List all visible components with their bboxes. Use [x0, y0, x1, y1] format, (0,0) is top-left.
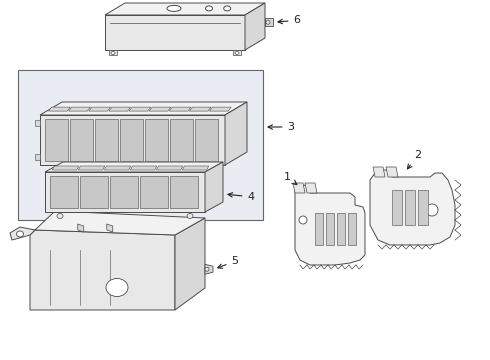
- Polygon shape: [392, 190, 402, 225]
- Polygon shape: [145, 119, 168, 161]
- Polygon shape: [105, 3, 265, 15]
- Ellipse shape: [106, 279, 128, 297]
- Text: 5: 5: [218, 256, 239, 268]
- Polygon shape: [78, 224, 84, 232]
- Polygon shape: [305, 183, 317, 193]
- Polygon shape: [293, 183, 305, 193]
- Ellipse shape: [224, 6, 231, 11]
- Polygon shape: [140, 176, 168, 208]
- Text: 2: 2: [408, 150, 421, 169]
- Polygon shape: [89, 107, 110, 111]
- Polygon shape: [326, 213, 334, 245]
- Polygon shape: [35, 120, 40, 126]
- Polygon shape: [189, 107, 211, 111]
- Polygon shape: [35, 154, 40, 160]
- Polygon shape: [18, 70, 263, 220]
- Text: 1: 1: [284, 172, 297, 185]
- Ellipse shape: [426, 204, 438, 216]
- Polygon shape: [210, 107, 231, 111]
- Text: 4: 4: [228, 192, 255, 202]
- Polygon shape: [175, 218, 205, 310]
- Polygon shape: [405, 190, 415, 225]
- Polygon shape: [169, 107, 191, 111]
- Polygon shape: [40, 115, 225, 165]
- Text: 6: 6: [278, 15, 300, 25]
- Polygon shape: [10, 227, 35, 240]
- Ellipse shape: [111, 51, 115, 54]
- Polygon shape: [337, 213, 345, 245]
- Polygon shape: [130, 166, 157, 170]
- Polygon shape: [156, 166, 183, 170]
- Polygon shape: [35, 211, 205, 235]
- Ellipse shape: [205, 6, 213, 11]
- Polygon shape: [50, 176, 78, 208]
- Ellipse shape: [235, 51, 239, 54]
- Polygon shape: [80, 176, 108, 208]
- Polygon shape: [205, 264, 213, 274]
- Ellipse shape: [266, 20, 270, 24]
- Polygon shape: [105, 15, 245, 50]
- Polygon shape: [45, 162, 223, 172]
- Polygon shape: [295, 185, 365, 265]
- Polygon shape: [418, 190, 428, 225]
- Polygon shape: [109, 107, 131, 111]
- Polygon shape: [45, 172, 205, 212]
- Polygon shape: [95, 119, 118, 161]
- Polygon shape: [205, 162, 223, 212]
- Polygon shape: [245, 3, 265, 50]
- Polygon shape: [120, 119, 143, 161]
- Ellipse shape: [57, 213, 63, 219]
- Polygon shape: [30, 230, 175, 310]
- Polygon shape: [373, 167, 385, 177]
- Polygon shape: [170, 119, 193, 161]
- Ellipse shape: [187, 213, 193, 219]
- Polygon shape: [315, 213, 323, 245]
- Polygon shape: [129, 107, 151, 111]
- Ellipse shape: [299, 216, 307, 224]
- Ellipse shape: [17, 231, 24, 237]
- Polygon shape: [348, 213, 356, 245]
- Ellipse shape: [167, 5, 181, 12]
- Polygon shape: [182, 166, 209, 170]
- Polygon shape: [225, 102, 247, 165]
- Polygon shape: [107, 224, 113, 232]
- Polygon shape: [69, 107, 90, 111]
- Text: 3: 3: [268, 122, 294, 132]
- Polygon shape: [104, 166, 131, 170]
- Polygon shape: [78, 166, 105, 170]
- Polygon shape: [265, 18, 273, 26]
- Polygon shape: [195, 119, 218, 161]
- Polygon shape: [170, 176, 198, 208]
- Polygon shape: [370, 170, 455, 245]
- Polygon shape: [70, 119, 93, 161]
- Polygon shape: [45, 119, 68, 161]
- Polygon shape: [40, 102, 247, 115]
- Polygon shape: [52, 166, 79, 170]
- Polygon shape: [110, 176, 138, 208]
- Polygon shape: [49, 107, 70, 111]
- Ellipse shape: [205, 267, 209, 271]
- Polygon shape: [386, 167, 398, 177]
- Polygon shape: [149, 107, 171, 111]
- Polygon shape: [109, 50, 117, 55]
- Polygon shape: [233, 50, 241, 55]
